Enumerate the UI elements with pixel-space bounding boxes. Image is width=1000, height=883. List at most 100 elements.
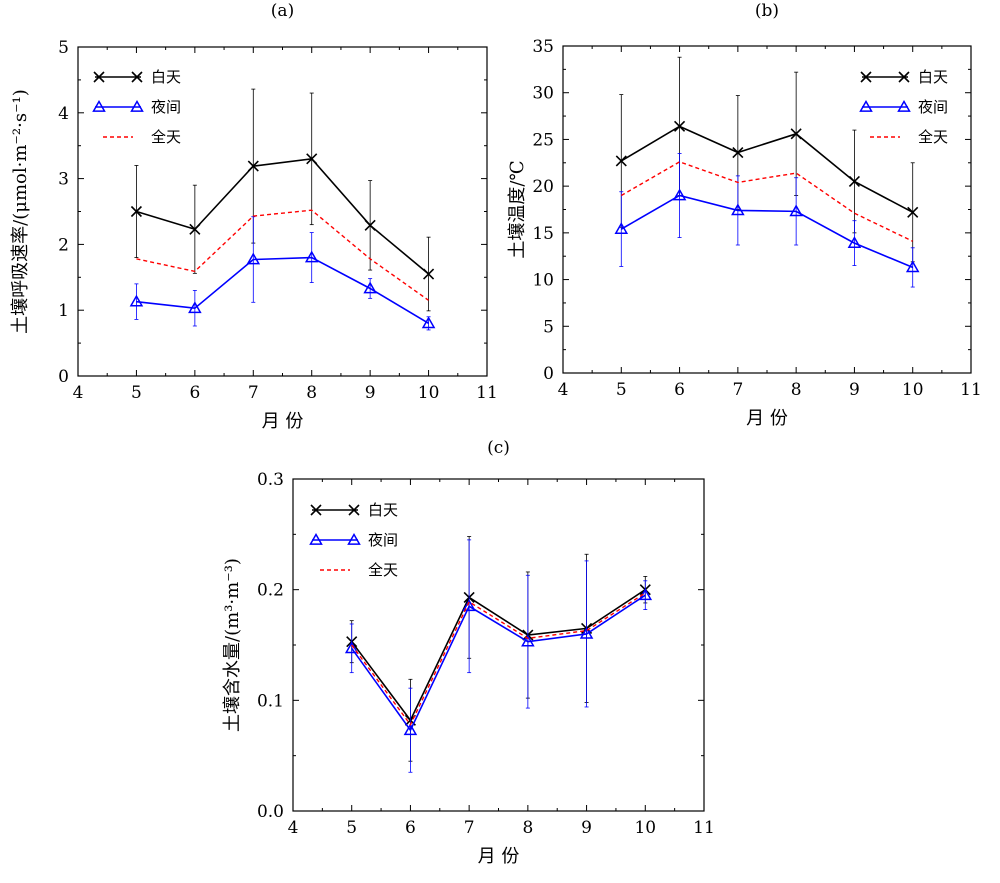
data-point (521, 634, 535, 647)
legend-item: 全天 (870, 128, 948, 146)
x-tick-label: 6 (189, 383, 200, 403)
x-tick-label: 5 (131, 383, 142, 403)
series-triangle-solid (344, 539, 653, 773)
legend-marker (860, 71, 872, 83)
x-tick-label: 7 (732, 380, 743, 400)
data-point (674, 120, 686, 132)
x-tick-label: 10 (902, 380, 924, 400)
y-tick-label: 4 (58, 104, 69, 124)
series-line (136, 256, 429, 325)
series-line (620, 161, 914, 242)
legend-item: 白天 (310, 501, 398, 519)
series-none-dashed (351, 592, 646, 727)
data-point (246, 252, 261, 265)
data-point (423, 268, 435, 280)
y-axis-title: 土壤呼吸速率/(μmol·m⁻²·s⁻¹) (10, 89, 31, 334)
y-tick-label: 0 (58, 367, 69, 387)
data-point (129, 294, 144, 307)
y-tick-label: 10 (532, 271, 554, 291)
legend-marker (131, 71, 143, 83)
data-point (403, 723, 418, 736)
y-tick-label: 5 (543, 317, 554, 337)
legend-marker (310, 504, 322, 516)
data-point (614, 222, 629, 234)
legend-item: 夜间 (309, 531, 398, 549)
y-tick-label: 0.1 (257, 691, 284, 711)
x-tick-label: 11 (476, 383, 498, 403)
panel-label: (c) (487, 438, 510, 458)
x-tick-label: 10 (634, 818, 656, 838)
series-line (351, 588, 646, 722)
chart-panel-1: 4 5 6 7 8 9 10 11 0 1 2 3 4 5 月 份 土壤呼吸速率/(μmol·m⁻²·s⁻¹)… (10, 1, 498, 432)
series-line (136, 158, 430, 275)
data-point (189, 223, 201, 235)
x-tick-label: 9 (581, 818, 592, 838)
legend-marker (347, 532, 361, 545)
x-tick-label: 8 (791, 380, 802, 400)
series-line (620, 194, 914, 269)
legend-label: 全天 (368, 561, 398, 579)
legend-item: 夜间 (92, 98, 181, 116)
x-tick-label: 11 (693, 818, 715, 838)
x-tick-label: 4 (288, 818, 299, 838)
data-point (672, 188, 687, 201)
x-tick-label: 11 (960, 380, 982, 400)
x-tick-label: 8 (522, 818, 533, 838)
x-tick-label: 9 (365, 383, 376, 403)
data-point (615, 155, 627, 167)
x-tick-label: 6 (674, 380, 685, 400)
data-point (847, 236, 862, 249)
legend-marker (130, 99, 144, 112)
x-tick-label: 7 (248, 383, 259, 403)
data-point (363, 281, 377, 294)
data-point (907, 206, 919, 218)
x-axis-title: 月 份 (478, 846, 520, 867)
x-tick-label: 9 (849, 380, 860, 400)
legend-item: 白天 (860, 68, 948, 86)
series-none-dashed (136, 209, 429, 301)
data-point (790, 128, 802, 140)
data-point (364, 219, 376, 231)
series-none-dashed (620, 161, 914, 242)
legend-label: 夜间 (918, 98, 948, 116)
y-tick-label: 35 (532, 37, 554, 57)
x-tick-label: 4 (73, 383, 84, 403)
data-point (731, 203, 745, 216)
legend-label: 白天 (151, 68, 181, 86)
x-tick-label: 10 (418, 383, 440, 403)
y-axis-title: 土壤含水量/(m³·m⁻³) (222, 558, 243, 732)
legend-item: 全天 (103, 128, 181, 146)
series-line (620, 125, 914, 214)
legend-label: 白天 (918, 68, 948, 86)
data-point (421, 316, 436, 329)
x-tick-label: 4 (558, 380, 569, 400)
data-point (789, 204, 803, 217)
series-x-solid (615, 56, 919, 263)
data-point (579, 626, 594, 639)
x-tick-label: 6 (405, 818, 416, 838)
y-tick-label: 0.3 (257, 470, 284, 490)
legend-label: 夜间 (151, 98, 181, 116)
series-line (136, 209, 429, 301)
chart-panel-2: 4 5 6 7 8 9 10 11 0 5 10 15 20 25 30 35 月 份 土壤温度/℃ (b) 白天夜间… (507, 1, 982, 429)
data-point (188, 301, 202, 314)
y-tick-label: 25 (532, 130, 554, 150)
series-triangle-solid (614, 153, 920, 288)
x-axis-title: 月 份 (746, 408, 788, 429)
legend-marker (859, 99, 873, 112)
x-tick-label: 7 (464, 818, 475, 838)
y-tick-label: 5 (58, 38, 69, 58)
legend-marker (348, 504, 360, 516)
legend-marker (898, 71, 910, 83)
data-point (130, 205, 142, 218)
series-line (351, 592, 646, 727)
legend-marker (93, 71, 105, 83)
y-tick-label: 0.2 (257, 581, 284, 601)
y-tick-label: 0 (543, 364, 554, 384)
data-point (247, 160, 259, 172)
legend-label: 全天 (151, 128, 181, 146)
y-tick-label: 0.0 (257, 802, 284, 822)
